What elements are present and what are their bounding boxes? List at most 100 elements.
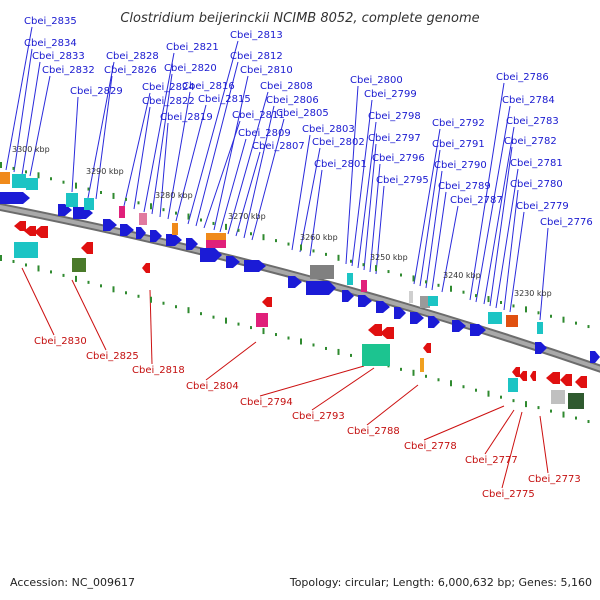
gc-dot-upper <box>450 285 452 292</box>
reverse-gene-arrow <box>262 297 272 307</box>
reverse-gene-arrow <box>423 343 431 353</box>
gc-dot-lower <box>200 312 202 316</box>
gene-box <box>409 291 413 303</box>
gene-label-reverse: Cbei_2825 <box>86 351 139 362</box>
gene-box <box>172 223 178 235</box>
gc-dot-lower <box>275 333 277 337</box>
leader-line <box>133 106 151 210</box>
gc-dot-upper <box>525 306 527 313</box>
gene-label-forward: Cbei_2781 <box>510 158 563 169</box>
gc-dot-lower <box>212 315 215 319</box>
leader-line <box>375 185 385 275</box>
gc-dot-upper <box>212 221 215 225</box>
genome-summary-text: Topology: circular; Length: 6,000,632 bp… <box>289 576 592 589</box>
reverse-gene-arrow <box>575 376 587 388</box>
forward-gene-arrow <box>535 342 547 354</box>
gc-dot-upper <box>12 166 15 170</box>
accession-text: Accession: NC_009617 <box>10 576 135 589</box>
reverse-gene-arrow <box>560 374 572 386</box>
forward-gene-arrow <box>120 224 134 236</box>
gc-dot-upper <box>175 211 177 215</box>
gene-label-forward: Cbei_2795 <box>376 175 429 186</box>
gene-label-forward: Cbei_2783 <box>506 116 559 127</box>
gc-dot-lower <box>412 369 415 376</box>
leader-line <box>123 92 151 207</box>
leader-line <box>413 128 441 285</box>
gene-label-reverse: Cbei_2775 <box>482 489 535 500</box>
gc-dot-upper <box>375 265 377 272</box>
gc-dot-lower <box>450 380 452 387</box>
gc-dot-upper <box>50 177 52 181</box>
gc-dot-upper <box>350 259 352 263</box>
forward-gene-arrow <box>376 301 390 313</box>
gc-dot-lower <box>50 270 52 274</box>
leader-line <box>484 409 515 455</box>
gc-dot-upper <box>325 252 327 256</box>
gene-box <box>428 296 438 306</box>
forward-gene-arrow <box>470 324 486 336</box>
gc-dot-lower <box>12 259 15 263</box>
leader-line <box>5 26 33 171</box>
gene-box <box>66 193 78 207</box>
gene-label-reverse: Cbei_2777 <box>465 455 518 466</box>
gc-dot-upper <box>187 213 190 220</box>
gc-dot-upper <box>425 280 427 284</box>
backbone <box>0 204 600 371</box>
gene-label-reverse: Cbei_2773 <box>528 474 581 485</box>
gene-box <box>508 378 518 392</box>
gene-labels: Cbei_2835 Cbei_2834 Cbei_2833 Cbei_2832 Cbei… <box>24 16 593 500</box>
gene-label-forward: Cbei_2807 <box>252 141 305 152</box>
forward-gene-arrow <box>166 234 182 246</box>
gc-dot-lower <box>575 416 577 420</box>
gene-label-forward: Cbei_2782 <box>504 136 557 147</box>
gene-label-reverse: Cbei_2794 <box>240 397 293 408</box>
gene-label-forward: Cbei_2805 <box>276 108 329 119</box>
reverse-gene-arrow <box>546 372 560 384</box>
gc-dot-upper <box>112 192 115 199</box>
gene-label-forward: Cbei_2834 <box>24 38 77 49</box>
scale-tick-label: 3270 kbp <box>228 212 266 221</box>
leader-line <box>425 170 443 289</box>
forward-gene-arrow <box>428 316 440 328</box>
gc-dot-upper <box>137 201 140 205</box>
leader-line <box>175 104 207 222</box>
gc-dot-upper <box>262 234 265 241</box>
gc-dot-upper <box>125 197 127 201</box>
gc-dot-lower <box>175 305 177 309</box>
gc-dot-upper <box>37 172 40 179</box>
leader-line <box>431 191 447 291</box>
gc-dot-lower <box>550 409 552 413</box>
gene-box <box>310 265 334 279</box>
leader-line <box>159 122 169 218</box>
gc-dot-upper <box>400 273 402 277</box>
gene-label-forward: Cbei_2784 <box>502 95 555 106</box>
gene-box <box>420 358 424 372</box>
gc-dot-upper <box>25 170 27 174</box>
gene-label-forward: Cbei_2832 <box>42 65 95 76</box>
gc-dot-upper <box>300 244 302 251</box>
leader-line <box>87 61 115 199</box>
gene-label-forward: Cbei_2791 <box>432 139 485 150</box>
gene-box <box>26 178 38 190</box>
gene-box <box>506 315 518 327</box>
leader-line <box>143 52 175 213</box>
gc-dot-upper <box>537 311 540 315</box>
reverse-gene-arrow <box>368 324 382 336</box>
gene-label-forward: Cbei_2802 <box>312 137 365 148</box>
leader-line <box>21 61 41 176</box>
forward-gene-arrow <box>244 260 266 272</box>
leader-line <box>311 367 375 411</box>
reverse-gene-arrow <box>519 371 527 381</box>
leader-line <box>167 91 191 220</box>
leader-line <box>151 73 173 215</box>
gc-dot-lower <box>137 294 140 298</box>
gene-box <box>362 344 390 366</box>
leader-line <box>213 75 249 231</box>
gene-label-forward: Cbei_2826 <box>104 65 157 76</box>
forward-gene-arrow <box>306 281 336 295</box>
gc-dot-lower <box>112 286 115 293</box>
gene-label-forward: Cbei_2786 <box>496 72 549 83</box>
gene-box <box>568 393 584 409</box>
gc-dot-lower <box>25 263 27 267</box>
